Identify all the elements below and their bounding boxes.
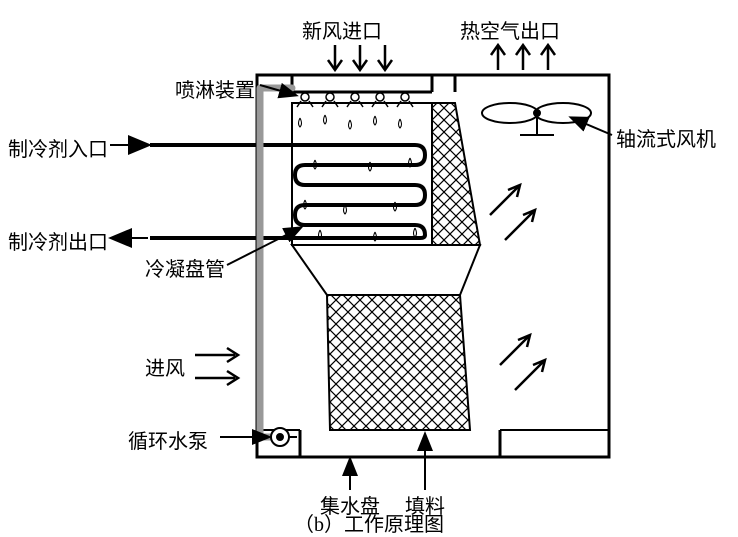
fill-upper — [432, 103, 480, 245]
airflow-upper — [490, 185, 535, 240]
schematic-svg — [0, 0, 738, 531]
pump-symbol — [271, 428, 289, 446]
airflow-lower — [500, 335, 545, 390]
hot-air-arrows — [491, 45, 555, 70]
label-fan: 轴流式风机 — [616, 123, 716, 152]
label-pump: 循环水泵 — [128, 425, 208, 454]
diagram-container: 新风进口 热空气出口 喷淋装置 制冷剂入口 制冷剂出口 冷凝盘管 进风 循环水泵… — [0, 0, 738, 531]
air-in-arrows — [195, 348, 238, 385]
fill-lower — [327, 295, 470, 430]
label-hot-air: 热空气出口 — [460, 15, 560, 44]
label-spray: 喷淋装置 — [175, 74, 255, 103]
label-refrig-out: 制冷剂出口 — [8, 226, 108, 255]
label-refrig-in: 制冷剂入口 — [8, 133, 108, 162]
pump-pipe — [260, 88, 292, 437]
fresh-air-arrows — [328, 45, 392, 70]
label-air-in: 进风 — [145, 352, 185, 381]
caption: （b）工作原理图 — [0, 508, 738, 537]
label-fresh-air: 新风进口 — [302, 15, 382, 44]
label-coil: 冷凝盘管 — [145, 253, 225, 282]
spray-nozzles — [297, 93, 413, 107]
water-droplets — [299, 115, 417, 241]
condenser-coil — [150, 145, 425, 238]
